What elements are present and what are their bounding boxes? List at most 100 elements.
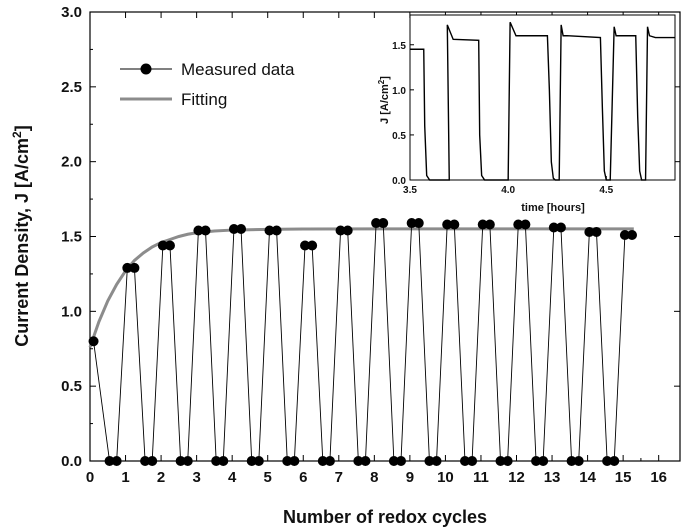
measured-data-point — [531, 456, 542, 466]
inset-x-tick-label: 4.0 — [501, 185, 515, 196]
measured-data-point — [602, 456, 613, 466]
measured-data-point — [147, 456, 158, 466]
y-tick-label: 3.0 — [61, 4, 82, 21]
x-tick-label: 1 — [121, 469, 129, 486]
measured-data-point — [236, 224, 247, 235]
inset-x-tick-label: 3.5 — [403, 185, 417, 196]
measured-data-point — [442, 219, 453, 230]
inset-series-group — [410, 21, 675, 181]
measured-data-point — [218, 456, 229, 466]
measured-data-point — [467, 456, 478, 466]
measured-data-point — [395, 456, 406, 466]
legend-measured-label: Measured data — [181, 60, 295, 79]
measured-data-point — [324, 456, 335, 466]
measured-data-point — [627, 230, 638, 241]
measured-data-point — [122, 262, 133, 273]
inset-x-axis-title: time [hours] — [521, 202, 585, 214]
x-axis-title: Number of redox cycles — [283, 507, 487, 527]
measured-data-point — [484, 219, 495, 230]
x-tick-label: 9 — [406, 469, 414, 486]
x-tick-label: 8 — [370, 469, 378, 486]
inset-axis-ticks: 3.5 4.0 4.5 0.0 0.5 1.0 1.5 — [392, 41, 614, 196]
measured-data-group — [88, 218, 638, 466]
x-tick-label: 5 — [264, 469, 272, 486]
inset-y-tick-label: 1.5 — [392, 41, 406, 52]
y-tick-label: 1.0 — [61, 303, 82, 320]
measured-data-point — [175, 456, 186, 466]
measured-data-point — [228, 224, 239, 235]
y-tick-label: 0.0 — [61, 453, 82, 470]
inset-series-line — [410, 21, 675, 181]
measured-data-point — [619, 230, 630, 241]
measured-data-point — [307, 240, 318, 251]
x-tick-label: 12 — [508, 469, 525, 486]
measured-data-point — [360, 456, 371, 466]
measured-data-point — [388, 456, 399, 466]
measured-data-point — [378, 218, 389, 229]
measured-data-point — [520, 219, 531, 230]
x-tick-label: 14 — [579, 469, 596, 486]
measured-data-point — [193, 225, 204, 236]
measured-data-point — [459, 456, 470, 466]
inset-y-tick-label: 0.5 — [392, 131, 406, 142]
measured-data-point — [477, 219, 488, 230]
measured-data-point — [495, 456, 506, 466]
inset-y-axis-title: J [A/cm2] — [377, 76, 391, 124]
measured-data-point — [424, 456, 435, 466]
inset-x-tick-label: 4.5 — [599, 185, 613, 196]
measured-data-point — [164, 240, 175, 251]
measured-data-point — [317, 456, 328, 466]
measured-data-point — [513, 219, 524, 230]
measured-data-point — [342, 225, 353, 236]
x-tick-label: 3 — [192, 469, 200, 486]
x-tick-label: 2 — [157, 469, 165, 486]
measured-data-point — [371, 218, 382, 229]
measured-data-point — [246, 456, 257, 466]
measured-data-point — [289, 456, 300, 466]
inset-y-tick-label: 0.0 — [392, 176, 406, 187]
y-tick-label: 0.5 — [61, 378, 82, 395]
measured-data-point — [253, 456, 264, 466]
measured-data-point — [449, 219, 460, 230]
legend-measured-marker — [140, 63, 152, 75]
measured-data-point — [200, 225, 211, 236]
measured-data-point — [566, 456, 577, 466]
main-axis-ticks: 0 1 2 3 4 5 6 7 8 9 10 11 12 13 14 15 160.00.51.01.52.02… — [61, 4, 680, 486]
measured-data-point — [111, 456, 122, 466]
x-tick-label: 7 — [335, 469, 343, 486]
fitting-line — [88, 227, 634, 348]
x-tick-label: 11 — [473, 469, 489, 486]
measured-data-point — [353, 456, 364, 466]
x-tick-label: 15 — [615, 469, 632, 486]
measured-data-point — [157, 240, 168, 251]
measured-data-point — [406, 218, 417, 229]
measured-data-point — [548, 222, 559, 233]
measured-data-point — [264, 225, 275, 236]
y-tick-label: 2.0 — [61, 154, 82, 171]
measured-data-point — [431, 456, 442, 466]
x-tick-label: 6 — [299, 469, 307, 486]
x-tick-label: 10 — [437, 469, 454, 486]
measured-data-point — [211, 456, 222, 466]
legend-fitting-label: Fitting — [181, 90, 227, 109]
measured-data-point — [182, 456, 193, 466]
measured-data-point — [271, 225, 282, 236]
measured-data-point — [104, 456, 115, 466]
measured-data-point — [555, 222, 566, 233]
inset-y-tick-label: 1.0 — [392, 86, 406, 97]
measured-data-point — [609, 456, 620, 466]
measured-data-point — [573, 456, 584, 466]
measured-data-point — [300, 240, 311, 251]
y-tick-label: 1.5 — [61, 229, 82, 246]
measured-data-point — [129, 262, 140, 273]
inset-frame — [409, 14, 676, 181]
inset-chart: 3.5 4.0 4.5 0.0 0.5 1.0 1.5 time [hours] J [A/… — [377, 14, 676, 214]
measured-data-point — [413, 218, 424, 229]
x-tick-label: 4 — [228, 469, 237, 486]
fitting-curve-group — [88, 227, 634, 348]
measured-data-point — [584, 227, 595, 238]
x-tick-label: 16 — [650, 469, 667, 486]
legend: Measured data Fitting — [120, 60, 295, 109]
measured-data-point — [335, 225, 346, 236]
x-tick-label: 13 — [544, 469, 561, 486]
